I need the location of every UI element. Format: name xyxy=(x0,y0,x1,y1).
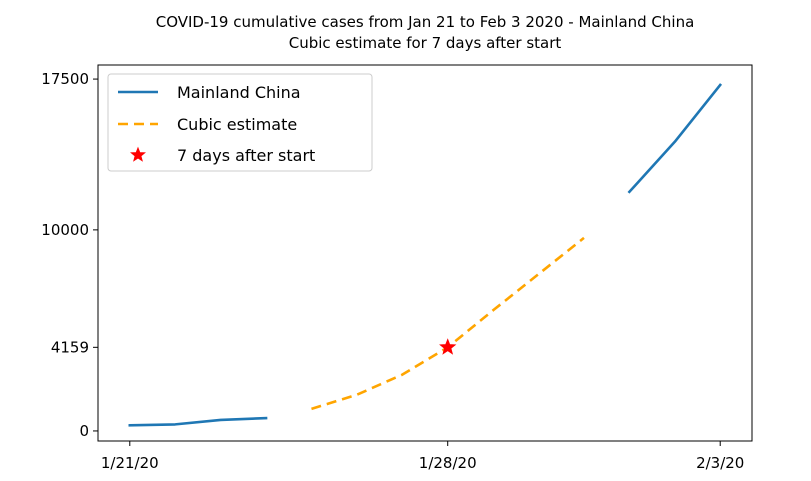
marker-star-icon xyxy=(439,338,457,355)
x-tick-label: 1/28/20 xyxy=(419,454,477,472)
y-tick-label: 17500 xyxy=(41,70,89,88)
legend-label-7-days-after-start: 7 days after start xyxy=(177,146,315,165)
legend-label-mainland-china: Mainland China xyxy=(177,83,301,102)
x-tick-label: 1/21/20 xyxy=(101,454,159,472)
series-line-0-segment-1 xyxy=(627,83,723,194)
x-tick-label: 2/3/20 xyxy=(696,454,744,472)
plot-frame xyxy=(97,64,753,442)
legend: Mainland China Cubic estimate 7 days aft… xyxy=(107,73,373,172)
series-line-1-segment-0 xyxy=(311,236,585,411)
legend-label-cubic-estimate: Cubic estimate xyxy=(177,115,297,134)
legend-box xyxy=(107,73,373,172)
series-line-0-segment-0 xyxy=(128,416,268,427)
y-tick-label: 4159 xyxy=(51,338,89,356)
chart-title: COVID-19 cumulative cases from Jan 21 to… xyxy=(156,13,695,31)
y-tick-label: 10000 xyxy=(41,221,89,239)
y-tick-label: 0 xyxy=(79,422,89,440)
plot-area xyxy=(128,83,723,427)
legend-swatch-7-days-star-icon xyxy=(130,146,146,162)
chart-subtitle: Cubic estimate for 7 days after start xyxy=(289,34,562,52)
axis-ticks: 1/21/20 1/28/20 2/3/20 0 4159 10000 17500 xyxy=(41,70,744,472)
